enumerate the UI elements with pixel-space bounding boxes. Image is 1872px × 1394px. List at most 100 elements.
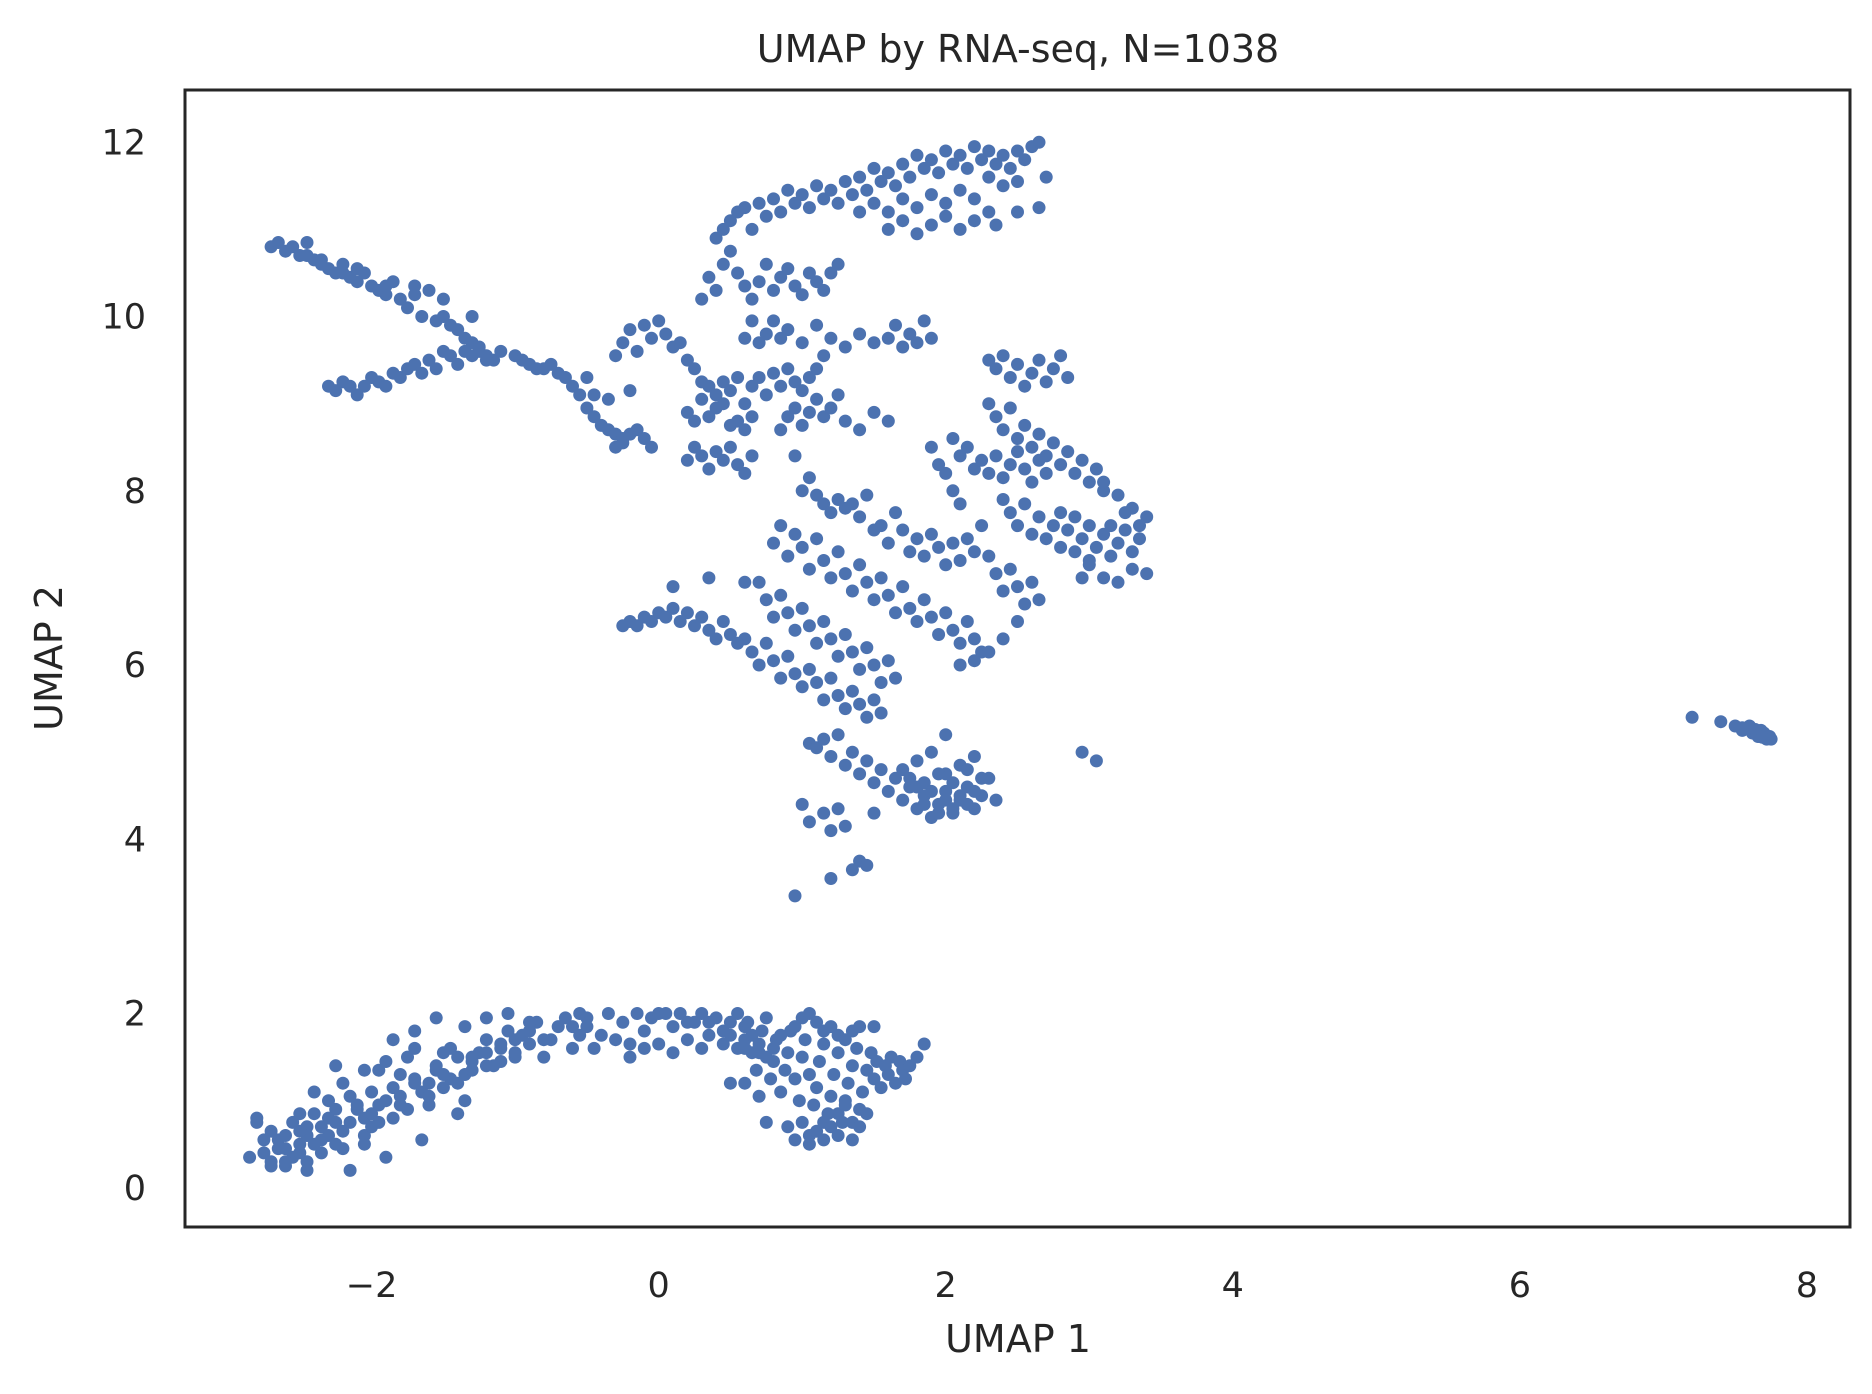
data-point: [910, 201, 924, 215]
data-point: [408, 357, 422, 371]
data-point: [645, 331, 658, 345]
data-point: [788, 401, 802, 415]
data-point: [853, 558, 867, 572]
data-point: [587, 410, 601, 424]
data-point: [781, 1046, 795, 1060]
data-point: [967, 632, 981, 646]
data-point: [1082, 519, 1096, 533]
data-point: [1061, 371, 1075, 384]
data-point: [609, 349, 623, 363]
data-point: [953, 636, 967, 650]
data-point: [802, 619, 816, 633]
data-point: [738, 331, 752, 345]
data-point: [1011, 519, 1024, 533]
data-point: [788, 527, 802, 541]
data-point: [286, 1115, 300, 1129]
data-point: [1018, 418, 1032, 432]
data-point: [329, 1102, 343, 1116]
data-point: [702, 462, 716, 476]
data-point: [1111, 536, 1125, 550]
data-point: [623, 384, 637, 398]
data-point: [666, 1046, 680, 1060]
data-point: [917, 161, 931, 175]
data-point: [458, 1020, 472, 1034]
data-point: [845, 497, 859, 511]
y-tick-label: 4: [124, 820, 146, 860]
data-point: [702, 270, 716, 284]
data-point: [989, 157, 1003, 171]
data-point: [853, 327, 867, 341]
data-point: [903, 601, 917, 615]
data-point: [824, 1020, 838, 1034]
data-point: [778, 1063, 792, 1077]
data-point: [795, 1115, 809, 1129]
data-point: [924, 527, 938, 541]
data-point: [659, 327, 673, 341]
data-point: [350, 275, 364, 289]
data-point: [967, 214, 981, 228]
data-point: [781, 410, 795, 424]
data-point: [731, 458, 745, 472]
data-point: [788, 196, 802, 210]
data-point: [881, 166, 895, 180]
data-point: [451, 1107, 465, 1121]
x-tick-label: −2: [346, 1266, 398, 1306]
data-point: [939, 209, 953, 223]
data-point: [874, 676, 888, 689]
data-point: [1082, 475, 1096, 489]
data-point: [1133, 519, 1146, 533]
data-point: [824, 506, 838, 520]
data-point: [953, 183, 967, 197]
data-point: [630, 1007, 644, 1020]
data-point: [889, 318, 902, 332]
data-point: [573, 388, 587, 402]
data-point: [1011, 205, 1024, 219]
data-point: [967, 192, 981, 206]
data-point: [953, 449, 967, 463]
data-point: [695, 449, 709, 463]
data-point: [764, 1072, 778, 1086]
data-point: [824, 571, 838, 585]
data-point: [853, 662, 867, 676]
data-point: [881, 536, 895, 550]
data-point: [939, 793, 953, 807]
data-point: [680, 405, 694, 419]
data-point: [795, 288, 809, 302]
y-axis-ticks: 0 2 4 6 8 10 12: [101, 123, 146, 1209]
data-point: [989, 793, 1003, 807]
data-point: [436, 1081, 450, 1095]
data-point: [910, 227, 924, 241]
data-point: [429, 362, 443, 376]
x-tick-label: 8: [1796, 1266, 1818, 1306]
data-point: [831, 257, 845, 271]
data-point: [881, 331, 895, 345]
data-point: [573, 1028, 587, 1042]
data-point: [1104, 519, 1118, 533]
data-point: [1039, 532, 1053, 546]
data-point: [738, 397, 752, 411]
data-point: [322, 1129, 335, 1142]
data-point: [379, 379, 393, 393]
data-point: [659, 610, 673, 624]
data-point: [745, 222, 759, 236]
data-point: [896, 523, 910, 537]
data-point: [932, 540, 946, 554]
data-point: [867, 593, 881, 607]
data-point: [774, 270, 788, 284]
data-point: [946, 802, 960, 816]
data-point: [444, 349, 457, 363]
data-point: [329, 1059, 343, 1073]
data-point: [960, 615, 974, 628]
data-point: [881, 414, 895, 428]
data-point: [350, 1098, 364, 1112]
data-point: [838, 567, 852, 581]
data-point: [1032, 427, 1046, 441]
data-point: [738, 1041, 752, 1055]
data-point: [874, 519, 888, 533]
data-point: [788, 889, 802, 903]
data-point: [881, 784, 895, 798]
data-point: [824, 750, 838, 763]
data-point: [889, 179, 902, 193]
data-point: [1140, 510, 1154, 524]
